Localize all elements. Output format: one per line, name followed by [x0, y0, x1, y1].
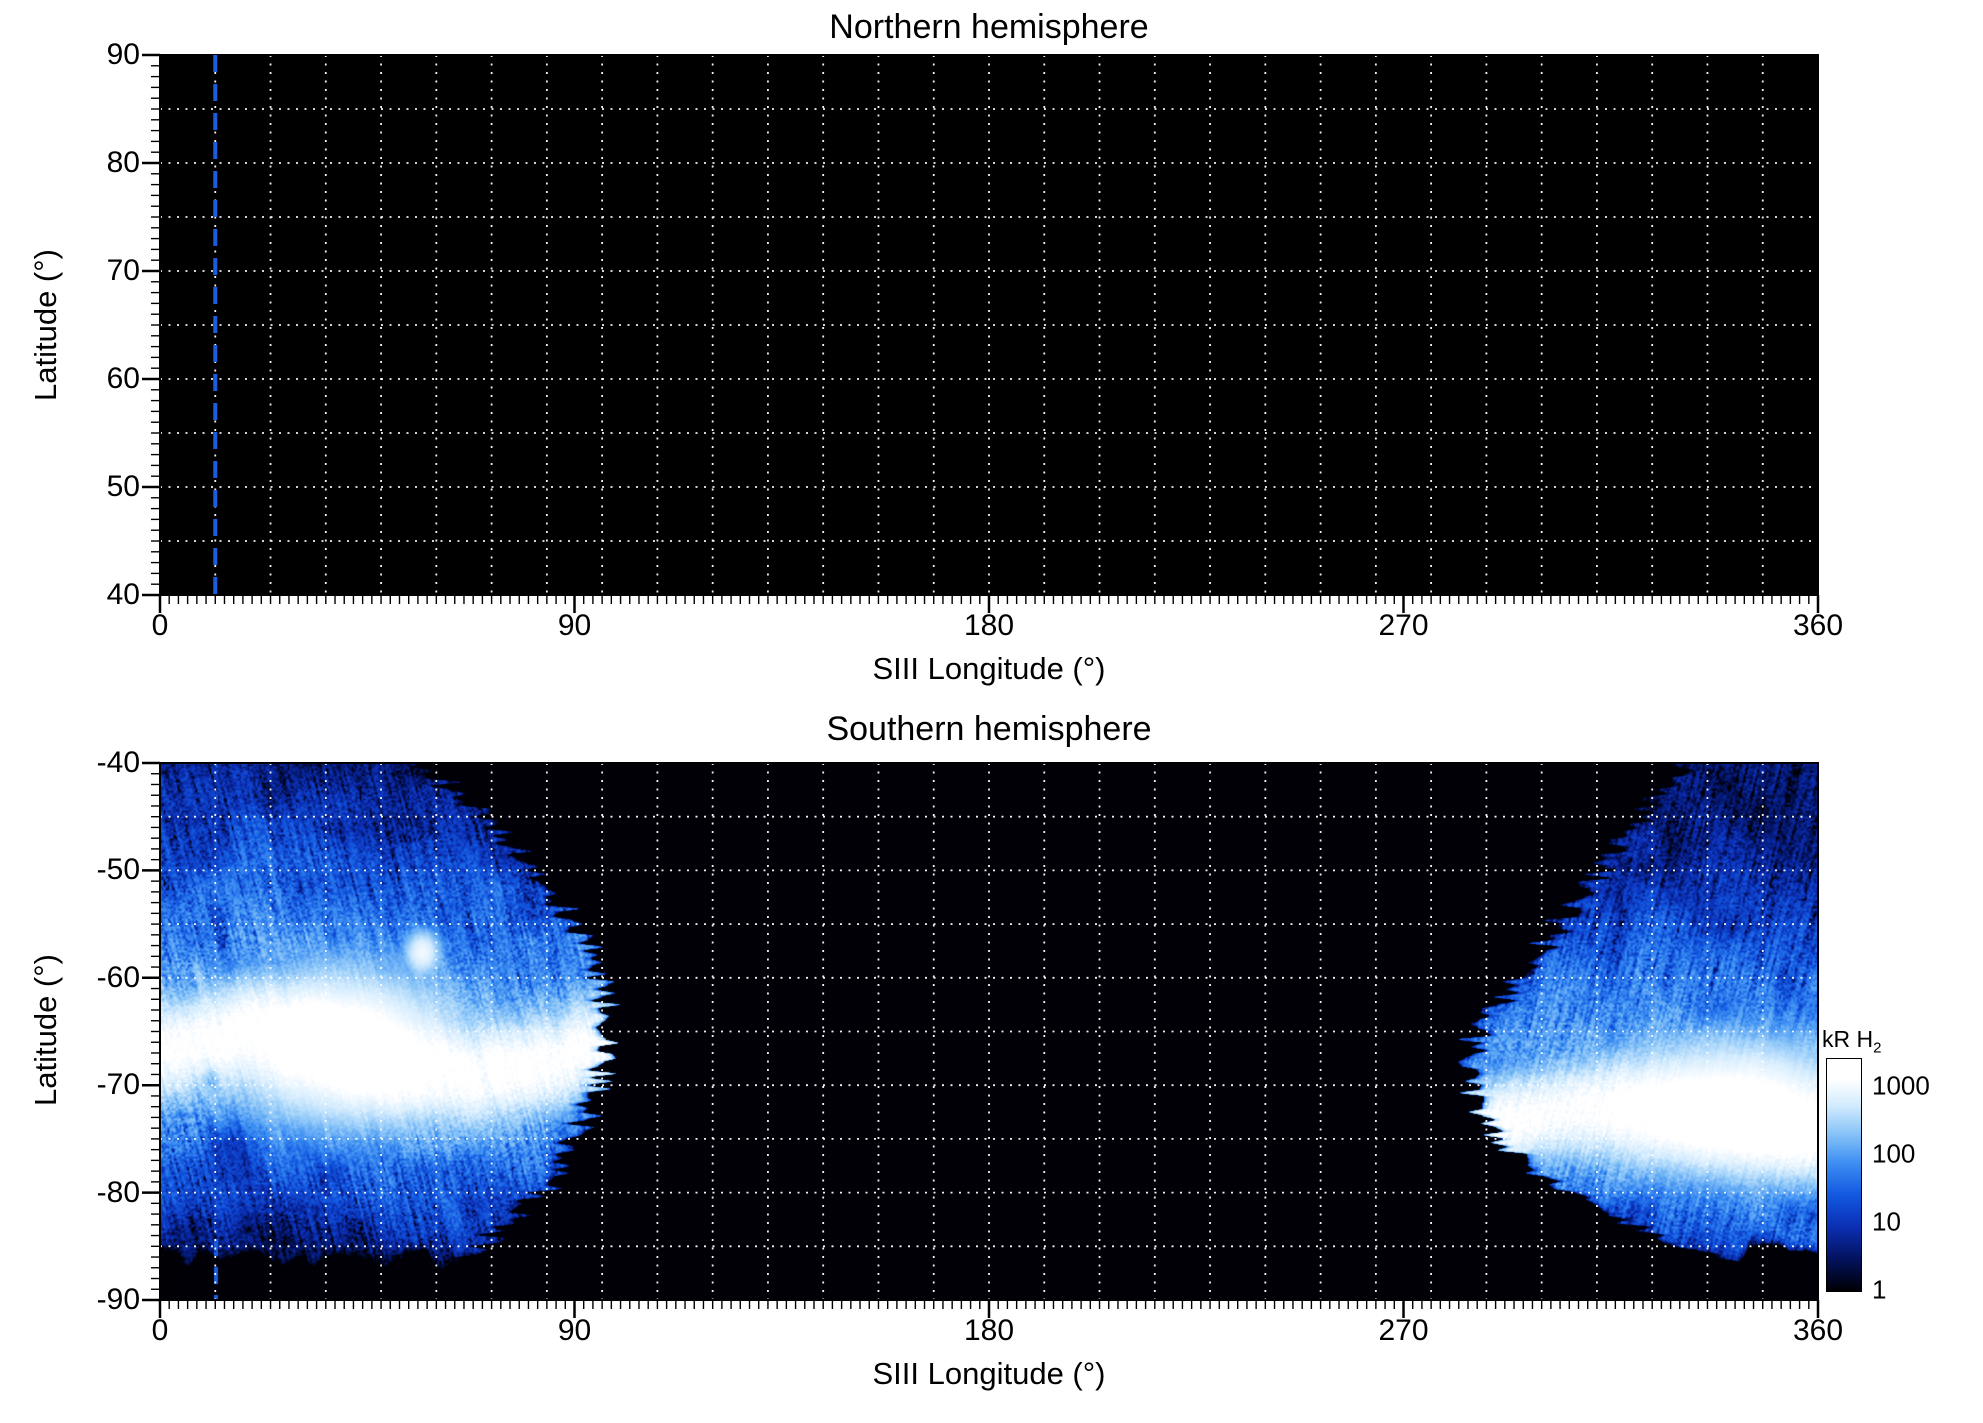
north-plot-area: [142, 53, 1820, 613]
y-tick-label: -50: [96, 853, 140, 887]
x-tick-label: 180: [963, 1314, 1015, 1347]
colorbar-title-text: kR H: [1822, 1026, 1874, 1052]
x-tick-label: 360: [1792, 609, 1844, 642]
y-tick-label: 80: [106, 146, 140, 179]
y-tick-label: 90: [106, 38, 140, 71]
south-panel-title: Southern hemisphere: [826, 710, 1152, 748]
y-tick-label: -60: [96, 960, 140, 994]
y-tick-label: -90: [96, 1283, 140, 1316]
colorbar-tick-label: 1000: [1872, 1070, 1930, 1101]
plot-frame: [159, 762, 1819, 1301]
x-tick-label: 270: [1378, 609, 1429, 642]
x-tick-label: 360: [1792, 1314, 1844, 1347]
colorbar-tick-label: 100: [1872, 1138, 1916, 1169]
y-tick-label: -80: [96, 1175, 140, 1209]
y-tick-label: 50: [106, 470, 140, 503]
north-grid-overlay: [142, 53, 1820, 613]
north-x-axis-title: SIII Longitude (°): [872, 651, 1106, 686]
y-tick-label: 70: [106, 254, 140, 287]
x-tick-label: 0: [151, 609, 169, 642]
colorbar-tick-label: 1: [1872, 1274, 1887, 1305]
colorbar-tick-label: 10: [1872, 1206, 1901, 1237]
south-x-axis-title: SIII Longitude (°): [872, 1356, 1106, 1391]
x-tick-label: 270: [1378, 1314, 1429, 1347]
y-tick-label: -70: [96, 1068, 140, 1102]
colorbar-title-sub: 2: [1873, 1039, 1882, 1057]
y-tick-label: 40: [106, 578, 140, 611]
colorbar-title: kR H2: [1822, 1026, 1881, 1057]
x-tick-label: 90: [557, 1314, 592, 1347]
y-tick-label: -40: [96, 746, 140, 779]
south-plot-area: [142, 761, 1820, 1318]
colorbar-gradient: [1826, 1058, 1862, 1292]
x-tick-label: 0: [151, 1314, 169, 1347]
aurora-heatmap-canvas: [160, 763, 1818, 1300]
x-tick-label: 180: [963, 609, 1015, 642]
x-tick-label: 90: [557, 609, 592, 642]
north-panel-title: Northern hemisphere: [829, 8, 1149, 46]
y-tick-label: 60: [106, 362, 140, 395]
south-grid-overlay: [142, 761, 1820, 1318]
